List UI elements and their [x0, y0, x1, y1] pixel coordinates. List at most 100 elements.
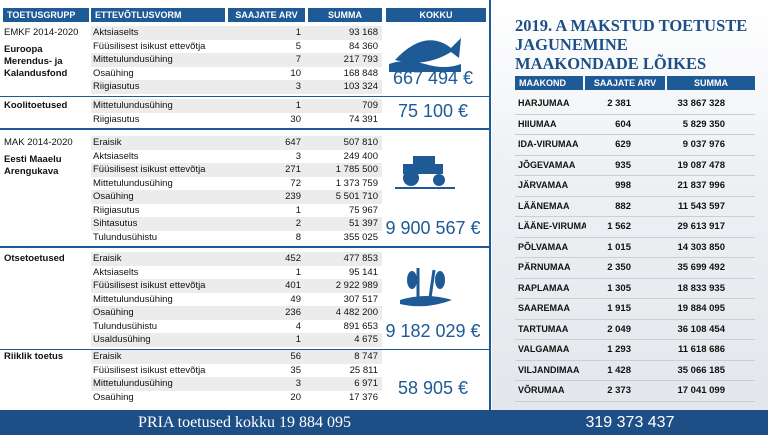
county-row-bg	[515, 361, 755, 381]
row-bg	[91, 26, 382, 40]
sum: 307 517	[343, 293, 378, 305]
county-row-bg	[515, 94, 755, 115]
county-row-bg	[515, 238, 755, 258]
sum: 477 853	[343, 253, 378, 264]
group-separator	[0, 128, 489, 130]
row-bg	[91, 363, 382, 377]
county-sum: 35 066 185	[677, 364, 725, 376]
row-bg	[91, 252, 382, 266]
group-total: 667 494 €	[392, 67, 474, 88]
county-sum: 21 837 996	[677, 180, 725, 191]
county: HIIUMAA	[518, 118, 557, 129]
county-row-bg	[515, 176, 755, 197]
count: 49	[290, 293, 301, 305]
county-count: 1 428	[607, 364, 631, 376]
row-bg	[91, 80, 382, 94]
form: Sihtasutus	[93, 218, 138, 229]
header-cell: SAAJATE ARV	[228, 8, 305, 22]
sum: 75 967	[348, 204, 378, 216]
county-count: 2 049	[607, 323, 631, 335]
group-separator	[0, 246, 489, 248]
county-count: 2 350	[607, 262, 631, 273]
sum: 8 747	[354, 351, 378, 362]
group-separator	[0, 348, 489, 350]
county: LÄÄNEMAA	[518, 200, 570, 211]
right-panel	[492, 0, 768, 410]
county-count: 1 562	[607, 221, 631, 232]
divider	[489, 0, 491, 410]
county-count: 1 015	[607, 241, 631, 253]
sum: 51 397	[348, 218, 378, 229]
county-sum: 35 699 492	[677, 262, 725, 273]
count: 72	[290, 177, 301, 189]
sum: 4 675	[354, 334, 378, 345]
form: Osaühing	[93, 191, 134, 202]
form: Eraisik	[93, 253, 122, 264]
count: 2	[295, 218, 301, 229]
county-count: 2 373	[607, 385, 631, 396]
county-count: 1 293	[607, 344, 631, 355]
form: Aktsiaselts	[93, 27, 139, 38]
row-bg	[91, 39, 382, 53]
count: 1	[295, 334, 301, 345]
group-separator	[0, 95, 489, 97]
county: HARJUMAA	[518, 98, 570, 108]
sum: 891 653	[343, 320, 378, 332]
county: VÕRUMAA	[518, 385, 565, 395]
form: Osaühing	[93, 67, 134, 79]
sum: 217 793	[343, 54, 378, 65]
header-cell: SUMMA	[667, 76, 755, 90]
plant-icon	[400, 268, 452, 307]
count: 5	[295, 40, 301, 52]
form: Füüsilisest isikust ettevõtja	[93, 364, 206, 376]
county: TARTUMAA	[518, 323, 569, 334]
count: 4	[295, 320, 301, 332]
county-sum: 29 613 917	[677, 221, 725, 232]
group-name: Riiklik toetus	[4, 351, 64, 362]
count: 56	[290, 351, 301, 362]
count: 1	[295, 204, 301, 216]
form: Tulundusühistu	[93, 231, 158, 243]
row-bg	[91, 306, 382, 320]
county-sum: 11 543 597	[677, 200, 725, 212]
group-total: 75 100 €	[397, 101, 469, 121]
form: Aktsiaselts	[93, 150, 139, 162]
county-row-bg	[515, 279, 755, 299]
form: Osaühing	[93, 391, 134, 403]
form: Mittetulundusühing	[93, 378, 173, 389]
form: Mittetulundusühing	[93, 100, 173, 111]
county-row-bg	[515, 381, 755, 402]
sum: 1 373 759	[335, 177, 378, 189]
sum: 5 501 710	[335, 191, 378, 202]
county: PÕLVAMAA	[518, 241, 569, 252]
sum: 74 391	[348, 113, 378, 125]
county-count: 1 305	[607, 282, 631, 294]
count: 647	[285, 137, 301, 148]
count: 8	[295, 231, 301, 243]
header-cell: TOETUSGRUPP	[3, 8, 89, 22]
sum: 1 785 500	[335, 164, 378, 175]
county-sum: 17 041 099	[677, 385, 725, 396]
form: Mittetulundusühing	[93, 177, 173, 189]
county: SAAREMAA	[518, 303, 571, 313]
row-bg	[91, 149, 382, 163]
form: Riigiasutus	[93, 204, 140, 216]
form: Aktsiaselts	[93, 266, 139, 278]
group-total: 58 905 €	[397, 378, 469, 398]
count: 20	[290, 391, 301, 403]
count: 7	[295, 54, 301, 65]
count: 3	[295, 378, 301, 389]
county: PÄRNUMAA	[518, 262, 571, 272]
footer-band	[0, 410, 768, 435]
count: 236	[285, 307, 301, 318]
county-row-bg	[515, 299, 755, 320]
sum: 355 025	[343, 231, 378, 243]
form: Füüsilisest isikust ettevõtja	[93, 40, 206, 52]
row-bg	[91, 203, 382, 217]
fish-icon	[389, 38, 461, 72]
county-row-bg	[515, 197, 755, 217]
county-count: 2 381	[607, 98, 631, 109]
count: 35	[290, 364, 301, 376]
row-bg	[91, 112, 382, 126]
group-total: 9 182 029 €	[385, 320, 481, 341]
